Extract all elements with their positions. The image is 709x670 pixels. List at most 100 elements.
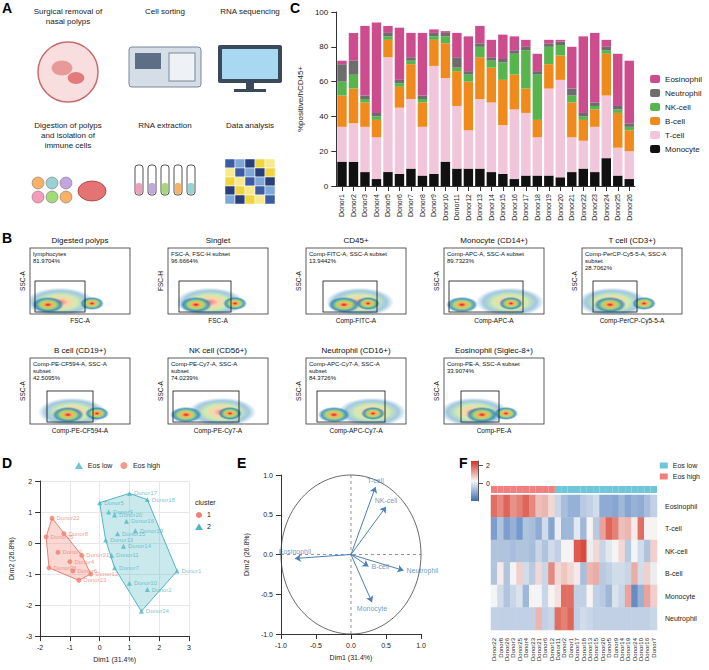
svg-text:Donor19: Donor19	[140, 528, 164, 534]
svg-text:-0.5: -0.5	[310, 642, 322, 649]
svg-text:2: 2	[207, 523, 211, 530]
svg-text:Donor16: Donor16	[131, 518, 155, 524]
svg-text:FSC-A: FSC-A	[70, 317, 90, 324]
svg-text:Donor25: Donor25	[517, 637, 523, 661]
svg-text:FSC-A: FSC-A	[208, 317, 228, 324]
svg-text:40: 40	[319, 112, 328, 121]
svg-text:Digestion of polyps: Digestion of polyps	[34, 121, 102, 130]
svg-text:81.9704%: 81.9704%	[33, 258, 61, 264]
svg-text:Donor5: Donor5	[104, 500, 124, 506]
svg-text:Donor4: Donor4	[373, 194, 380, 217]
svg-text:-1.0: -1.0	[261, 631, 273, 638]
svg-text:Donor1: Donor1	[568, 637, 574, 657]
svg-text:0.0: 0.0	[263, 551, 273, 558]
svg-text:Donor1: Donor1	[338, 194, 345, 217]
svg-text:subset: subset	[309, 368, 327, 374]
svg-text:SSC-A: SSC-A	[295, 380, 302, 401]
svg-text:Donor8: Donor8	[419, 194, 426, 217]
svg-text:-2: -2	[37, 644, 43, 651]
svg-text:Donor22: Donor22	[491, 637, 497, 661]
svg-text:Comp-APC-Cy7-A, SSC-A: Comp-APC-Cy7-A, SSC-A	[309, 361, 380, 367]
svg-text:Donor26: Donor26	[626, 194, 633, 221]
svg-text:Donor10: Donor10	[134, 580, 158, 586]
svg-text:0.0: 0.0	[346, 642, 356, 649]
svg-text:Donor2: Donor2	[152, 587, 172, 593]
svg-text:Eosinophil (Siglec-8+): Eosinophil (Siglec-8+)	[455, 346, 533, 355]
svg-text:Donor3: Donor3	[62, 549, 82, 555]
svg-text:Comp-FITC-A: Comp-FITC-A	[336, 317, 377, 325]
svg-text:Eos high: Eos high	[133, 462, 160, 470]
svg-text:Eos high: Eos high	[673, 473, 700, 481]
svg-text:Donor14: Donor14	[619, 637, 625, 661]
svg-text:Cell sorting: Cell sorting	[145, 7, 185, 16]
svg-text:T-cell: T-cell	[367, 477, 384, 484]
svg-text:NK-cell: NK-cell	[665, 548, 688, 555]
svg-text:Donor21: Donor21	[86, 552, 110, 558]
svg-text:CD45+: CD45+	[343, 236, 368, 245]
svg-text:Comp-PE-A, SSC-A subset: Comp-PE-A, SSC-A subset	[447, 361, 520, 367]
svg-text:-2: -2	[26, 602, 32, 609]
svg-text:Donor6: Donor6	[542, 637, 548, 657]
svg-text:Donor13: Donor13	[476, 194, 483, 221]
svg-text:-1: -1	[67, 644, 73, 651]
svg-text:1.0: 1.0	[263, 472, 273, 479]
svg-text:3: 3	[187, 644, 191, 651]
svg-text:Donor26: Donor26	[504, 637, 510, 661]
svg-text:Comp-PE-A: Comp-PE-A	[477, 427, 512, 435]
svg-text:Donor8: Donor8	[498, 637, 504, 657]
svg-text:subset: subset	[33, 368, 51, 374]
svg-text:subset: subset	[585, 258, 603, 264]
svg-text:Donor17: Donor17	[574, 637, 580, 661]
svg-text:Donor22: Donor22	[57, 515, 81, 521]
svg-text:Monocyte (CD14+): Monocyte (CD14+)	[460, 236, 528, 245]
svg-text:1: 1	[127, 644, 131, 651]
svg-text:20: 20	[319, 147, 328, 156]
svg-text:Eosinophil: Eosinophil	[279, 548, 312, 556]
svg-text:Donor7: Donor7	[651, 637, 657, 657]
svg-text:Neutrophil: Neutrophil	[665, 89, 702, 98]
svg-text:B cell (CD19+): B cell (CD19+)	[54, 346, 107, 355]
svg-text:Donor13: Donor13	[587, 637, 593, 661]
svg-text:-0.5: -0.5	[261, 591, 273, 598]
svg-text:SSC-A: SSC-A	[571, 270, 578, 291]
svg-text:Donor25: Donor25	[51, 534, 75, 540]
svg-text:-3: -3	[26, 633, 32, 640]
svg-text:Comp-PE-CF594-A: Comp-PE-CF594-A	[52, 427, 109, 435]
svg-text:Digested polyps: Digested polyps	[52, 236, 109, 245]
svg-text:60: 60	[319, 77, 328, 86]
svg-text:0.5: 0.5	[381, 642, 391, 649]
svg-text:Donor23: Donor23	[83, 577, 107, 583]
svg-text:lymphocytes: lymphocytes	[33, 251, 66, 257]
svg-text:Donor6: Donor6	[396, 194, 403, 217]
svg-text:immune cells: immune cells	[45, 141, 92, 150]
svg-text:Donor9: Donor9	[113, 509, 133, 515]
svg-text:T cell (CD3+): T cell (CD3+)	[608, 236, 656, 245]
svg-text:Singlet: Singlet	[206, 236, 231, 245]
svg-text:Donor11: Donor11	[555, 637, 561, 660]
svg-text:Donor21: Donor21	[568, 194, 575, 221]
svg-text:Donor16: Donor16	[511, 194, 518, 221]
svg-text:Donor17: Donor17	[134, 490, 158, 496]
svg-text:Donor21: Donor21	[536, 637, 542, 661]
svg-text:Donor20: Donor20	[557, 194, 564, 221]
svg-text:0: 0	[324, 182, 329, 191]
svg-text:96.6664%: 96.6664%	[171, 258, 199, 264]
svg-text:Donor25: Donor25	[614, 194, 621, 221]
svg-text:Donor24: Donor24	[603, 194, 610, 221]
svg-text:cluster: cluster	[195, 499, 216, 506]
svg-text:Donor7: Donor7	[119, 565, 139, 571]
svg-text:Neutrophil: Neutrophil	[406, 567, 438, 575]
svg-text:Donor23: Donor23	[591, 194, 598, 221]
svg-text:Dim1 (31.4%): Dim1 (31.4%)	[93, 656, 136, 664]
svg-text:Donor5: Donor5	[606, 637, 612, 657]
svg-text:Donor1: Donor1	[182, 568, 202, 574]
svg-text:13.9442%: 13.9442%	[309, 258, 337, 264]
svg-text:Donor11: Donor11	[116, 552, 139, 558]
svg-text:1: 1	[28, 509, 32, 516]
svg-text:Donor14: Donor14	[128, 543, 152, 549]
svg-text:Donor20: Donor20	[600, 637, 606, 661]
svg-text:Eosinophil: Eosinophil	[665, 75, 702, 84]
svg-text:Donor2: Donor2	[350, 194, 357, 217]
svg-text:0: 0	[28, 540, 32, 547]
svg-text:74.0239%: 74.0239%	[171, 375, 199, 381]
